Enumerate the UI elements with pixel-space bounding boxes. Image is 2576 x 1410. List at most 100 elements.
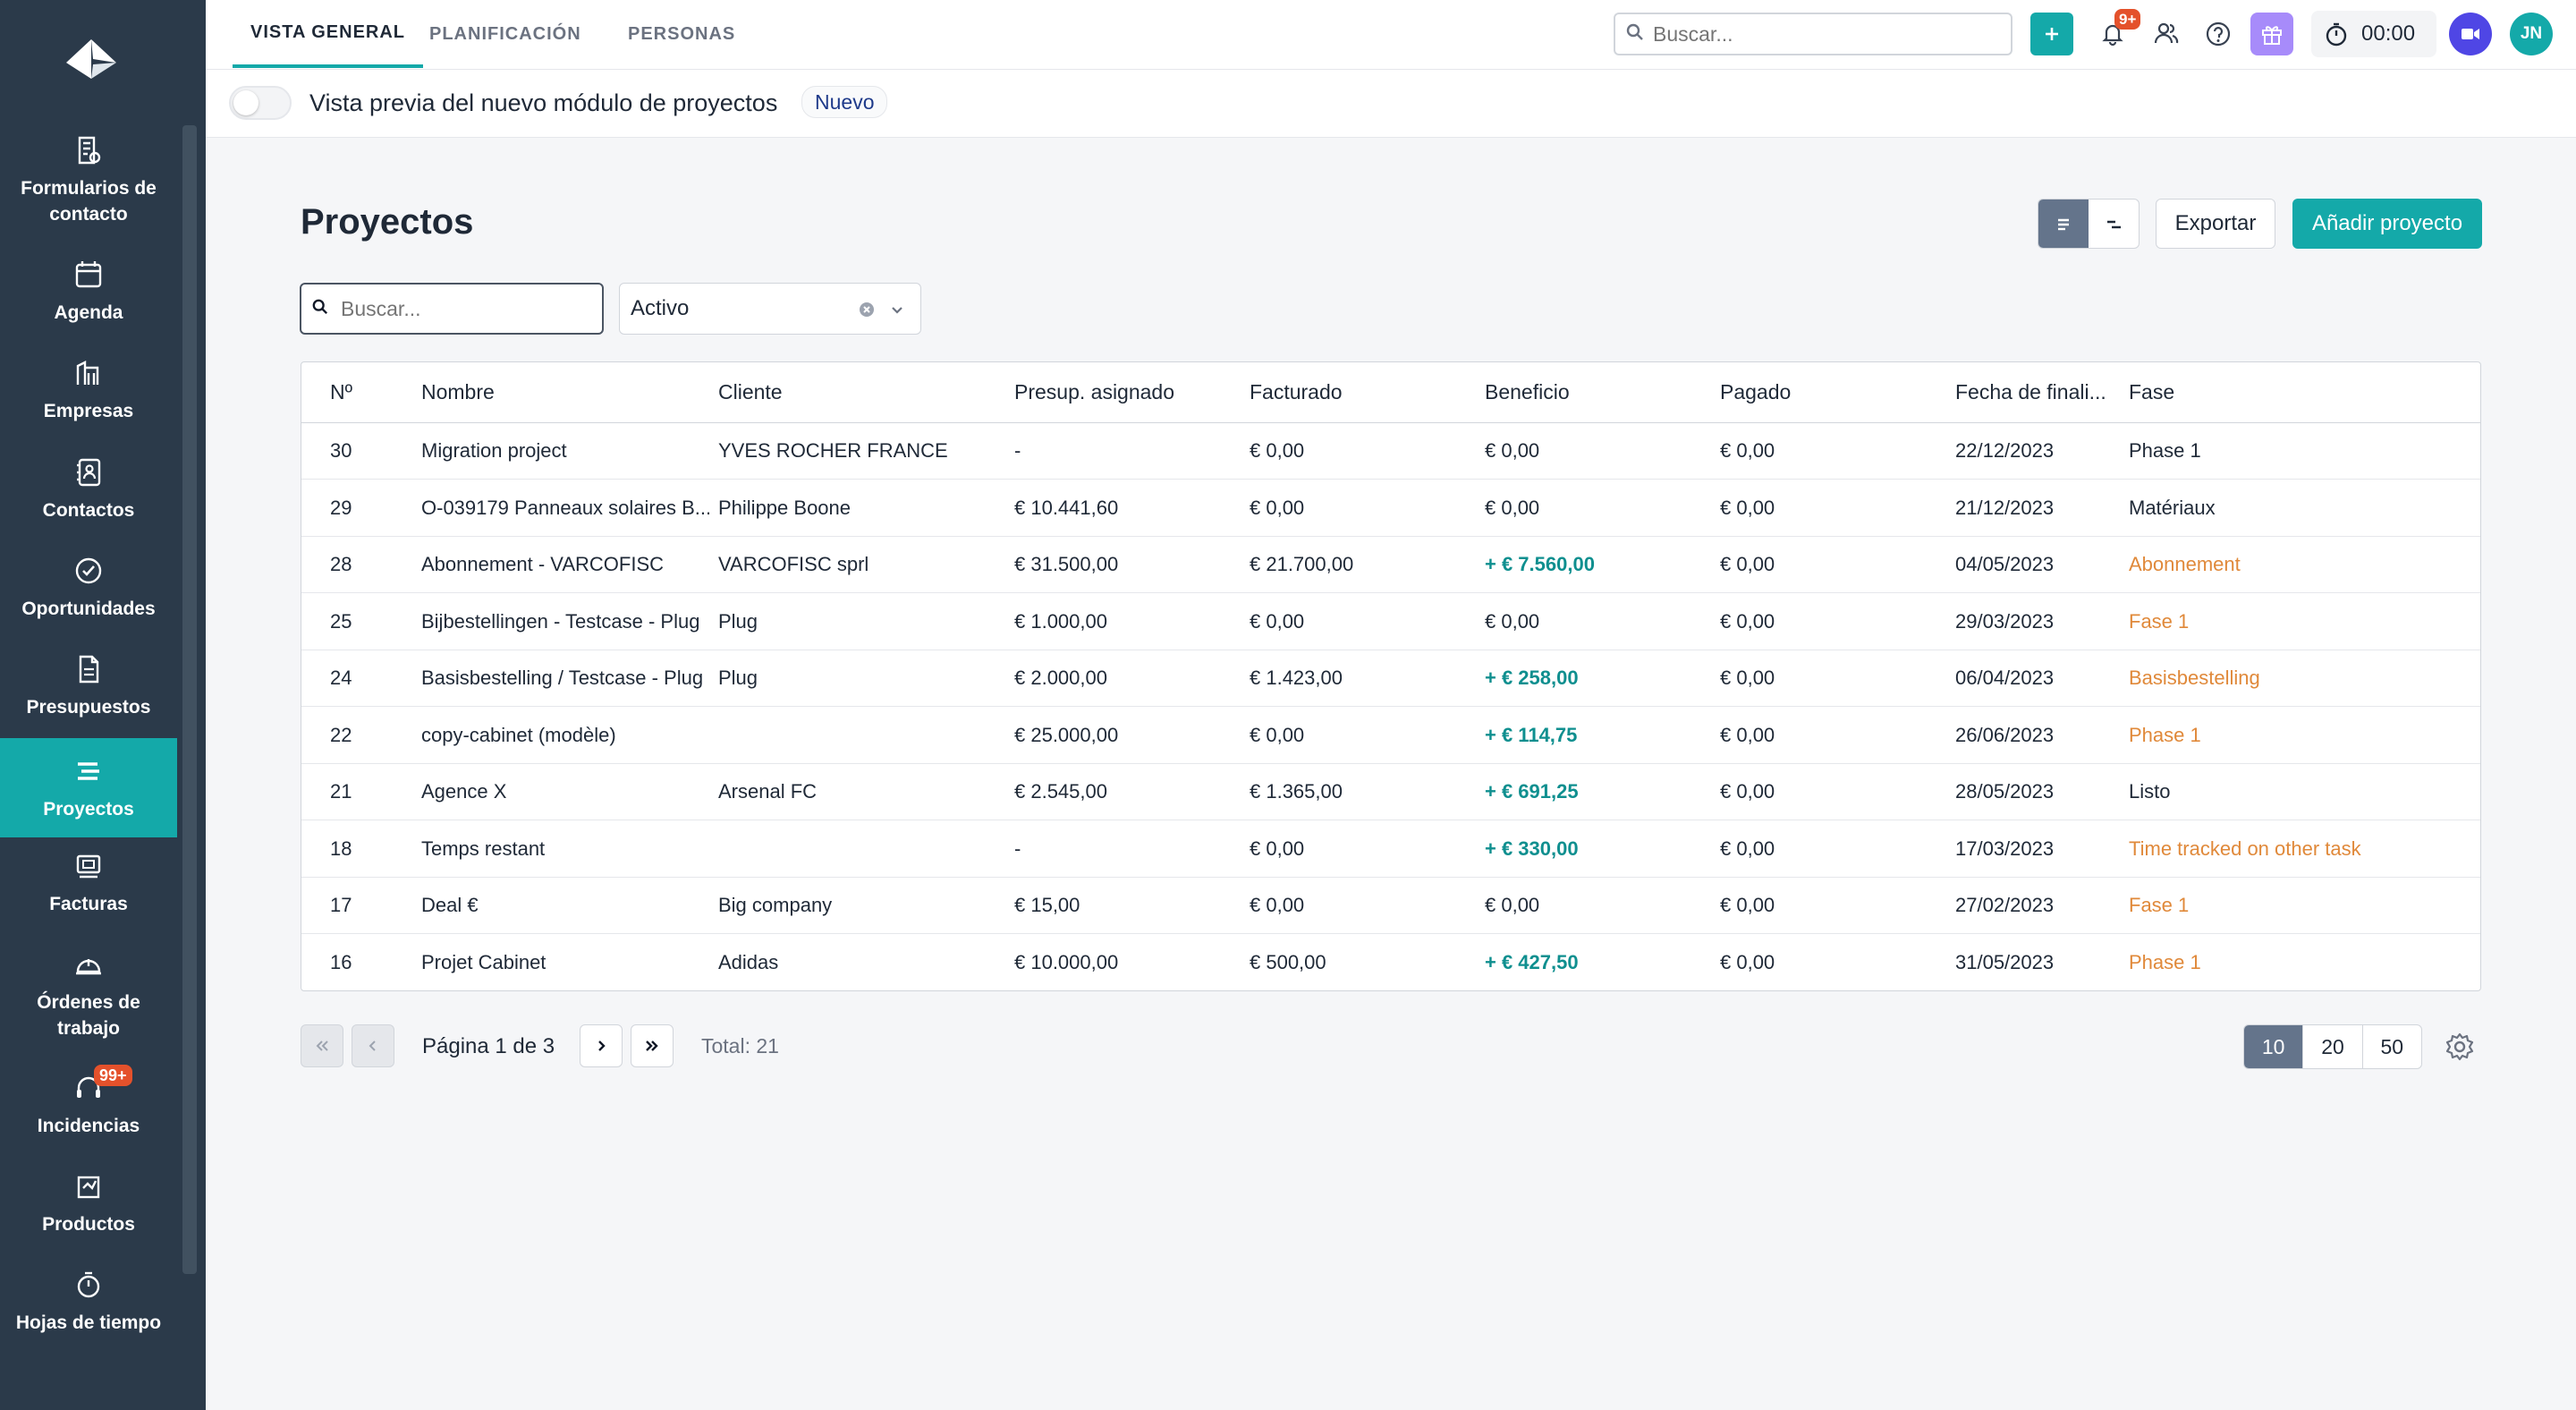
status-filter-select[interactable]: Activo: [619, 283, 921, 335]
cell-name[interactable]: copy-cabinet (modèle): [421, 723, 616, 746]
global-search-input[interactable]: [1653, 21, 1984, 47]
table-row[interactable]: 17 Deal € Big company € 15,00 € 0,00 € 0,00 €…: [301, 878, 2480, 934]
col-name[interactable]: Nombre: [421, 380, 495, 403]
search-icon: [312, 299, 328, 319]
cell-budget: € 10.441,60: [1014, 496, 1119, 519]
timer-button[interactable]: 00:00: [2311, 11, 2436, 57]
cell-budget: € 2.000,00: [1014, 667, 1107, 689]
col-paid[interactable]: Pagado: [1720, 380, 1792, 403]
project-search-input[interactable]: [341, 296, 591, 321]
cell-invoiced: € 0,00: [1250, 723, 1305, 746]
sidebar-item-incidencias[interactable]: 99+ Incidencias: [0, 1065, 177, 1139]
page-size-20[interactable]: 20: [2303, 1025, 2363, 1068]
user-avatar[interactable]: JN: [2510, 13, 2553, 55]
quick-add-button[interactable]: [2030, 13, 2073, 55]
cell-client: Big company: [718, 894, 833, 916]
col-budget[interactable]: Presup. asignado: [1014, 380, 1175, 403]
cell-budget: -: [1014, 439, 1021, 462]
prev-page-button[interactable]: [352, 1024, 394, 1067]
col-phase[interactable]: Fase: [2129, 380, 2175, 403]
tab-planificacion[interactable]: PLANIFICACIÓN: [429, 0, 581, 68]
sidebar-item-formularios-de-contacto[interactable]: Formularios de contacto: [0, 132, 177, 227]
help-button[interactable]: [2200, 16, 2236, 52]
sidebar-scrollbar[interactable]: [182, 125, 197, 1274]
cell-budget: -: [1014, 837, 1021, 860]
next-page-button[interactable]: [580, 1024, 623, 1067]
last-page-button[interactable]: [631, 1024, 674, 1067]
list-view-icon: [2058, 218, 2069, 231]
table-row[interactable]: 29 O-039179 Panneaux solaires B... Philipp…: [301, 480, 2480, 537]
cell-budget: € 31.500,00: [1014, 553, 1119, 575]
people-button[interactable]: [2148, 16, 2184, 52]
tab-vista-general[interactable]: VISTA GENERAL: [233, 0, 424, 68]
chevron-down-icon[interactable]: [888, 300, 906, 325]
cell-name[interactable]: Temps restant: [421, 837, 546, 860]
cell-num: 29: [330, 496, 352, 519]
cell-name[interactable]: Bijbestellingen - Testcase - Plug: [421, 609, 700, 633]
sidebar-item-órdenes-de-trabajo[interactable]: Órdenes de trabajo: [0, 947, 177, 1041]
video-call-button[interactable]: [2449, 13, 2492, 55]
table-row[interactable]: 30 Migration project YVES ROCHER FRANCE - €…: [301, 423, 2480, 480]
form-icon: [71, 132, 106, 168]
sidebar-item-proyectos[interactable]: Proyectos: [0, 738, 177, 837]
table-row[interactable]: 22 copy-cabinet (modèle) € 25.000,00 € 0,00…: [301, 708, 2480, 764]
cell-num: 30: [330, 439, 352, 462]
cell-name[interactable]: Deal €: [421, 894, 479, 916]
sidebar-item-agenda[interactable]: Agenda: [0, 257, 177, 326]
sidebar-item-productos[interactable]: Productos: [0, 1168, 177, 1237]
cell-name[interactable]: Agence X: [421, 780, 507, 803]
global-search[interactable]: [1614, 13, 2012, 55]
table-row[interactable]: 16 Projet Cabinet Adidas € 10.000,00 € 500,0…: [301, 935, 2480, 991]
page-size-group: 10 20 50: [2243, 1024, 2422, 1069]
cell-name[interactable]: Projet Cabinet: [421, 950, 547, 973]
table-row[interactable]: 25 Bijbestellingen - Testcase - Plug Plug €…: [301, 594, 2480, 650]
first-page-button[interactable]: [301, 1024, 343, 1067]
sidebar-item-contactos[interactable]: Contactos: [0, 454, 177, 523]
toggle-knob: [233, 90, 258, 115]
cell-client: YVES ROCHER FRANCE: [718, 439, 948, 462]
sidebar-item-label: Contactos: [42, 500, 135, 521]
cell-budget: € 1.000,00: [1014, 609, 1107, 633]
sidebar-item-facturas[interactable]: Facturas: [0, 848, 177, 917]
table-row[interactable]: 24 Basisbestelling / Testcase - Plug Plug €…: [301, 650, 2480, 707]
list-view-button[interactable]: [2038, 200, 2089, 248]
cell-name[interactable]: O-039179 Panneaux solaires B...: [421, 496, 709, 519]
new-module-toggle[interactable]: [229, 86, 292, 120]
cell-name[interactable]: Basisbestelling / Testcase - Plug: [421, 667, 704, 689]
table-row[interactable]: 28 Abonnement - VARCOFISC VARCOFISC sprl € …: [301, 537, 2480, 593]
col-client[interactable]: Cliente: [718, 380, 783, 403]
export-button[interactable]: Exportar: [2156, 199, 2275, 249]
col-profit[interactable]: Beneficio: [1485, 380, 1570, 403]
sidebar-item-hojas-de-tiempo[interactable]: Hojas de tiempo: [0, 1267, 177, 1336]
sidebar-item-label: Formularios de contacto: [21, 178, 157, 225]
clear-filter-icon[interactable]: [858, 300, 876, 325]
table-settings-button[interactable]: [2442, 1029, 2478, 1065]
app-logo[interactable]: [57, 32, 125, 86]
cell-name[interactable]: Migration project: [421, 439, 567, 462]
notifications-button[interactable]: 9+: [2095, 9, 2141, 52]
gantt-view-button[interactable]: [2089, 200, 2139, 248]
cell-profit: + € 258,00: [1485, 667, 1579, 689]
product-icon: [71, 1168, 106, 1204]
people-icon: [2154, 22, 2179, 44]
col-num[interactable]: Nº: [330, 380, 353, 403]
sidebar-item-empresas[interactable]: Empresas: [0, 355, 177, 424]
page-size-10[interactable]: 10: [2244, 1025, 2304, 1068]
cell-name[interactable]: Abonnement - VARCOFISC: [421, 553, 665, 575]
cell-client: VARCOFISC sprl: [718, 553, 869, 575]
sidebar-item-presupuestos[interactable]: Presupuestos: [0, 651, 177, 720]
gift-button[interactable]: [2250, 13, 2293, 55]
page-size-50[interactable]: 50: [2380, 1034, 2404, 1058]
add-project-button[interactable]: Añadir proyecto: [2292, 199, 2482, 249]
sidebar-item-oportunidades[interactable]: Oportunidades: [0, 553, 177, 622]
table-row[interactable]: 21 Agence X Arsenal FC € 2.545,00 € 1.365,00…: [301, 764, 2480, 820]
col-end-date[interactable]: Fecha de finali...: [1955, 380, 2106, 403]
col-invoiced[interactable]: Facturado: [1250, 380, 1343, 403]
cell-end-date: 04/05/2023: [1955, 553, 2055, 575]
sidebar-item-label: Órdenes de trabajo: [37, 992, 140, 1039]
tab-personas[interactable]: PERSONAS: [628, 0, 735, 68]
project-search[interactable]: [300, 283, 604, 335]
cell-end-date: 29/03/2023: [1955, 609, 2055, 633]
table-row[interactable]: 18 Temps restant - € 0,00 + € 330,00 € 0,00 1…: [301, 821, 2480, 878]
cell-client: Plug: [718, 667, 758, 689]
